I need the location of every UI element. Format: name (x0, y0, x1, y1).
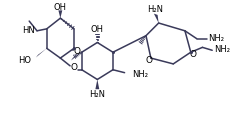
Text: HN: HN (22, 26, 35, 35)
Polygon shape (71, 52, 81, 60)
Polygon shape (153, 14, 158, 23)
Text: O: O (188, 50, 195, 59)
Text: NH₂: NH₂ (132, 70, 148, 79)
Text: OH: OH (91, 25, 103, 34)
Text: O: O (73, 47, 80, 56)
Text: NH₂: NH₂ (213, 45, 229, 54)
Polygon shape (36, 48, 46, 57)
Text: O: O (70, 63, 77, 72)
Text: H₂N: H₂N (146, 5, 162, 14)
Text: OH: OH (54, 3, 67, 12)
Text: HO: HO (18, 57, 31, 65)
Text: H₂N: H₂N (89, 90, 105, 99)
Text: NH₂: NH₂ (207, 34, 223, 43)
Polygon shape (95, 79, 99, 89)
Text: O: O (145, 56, 152, 64)
Polygon shape (58, 10, 62, 18)
